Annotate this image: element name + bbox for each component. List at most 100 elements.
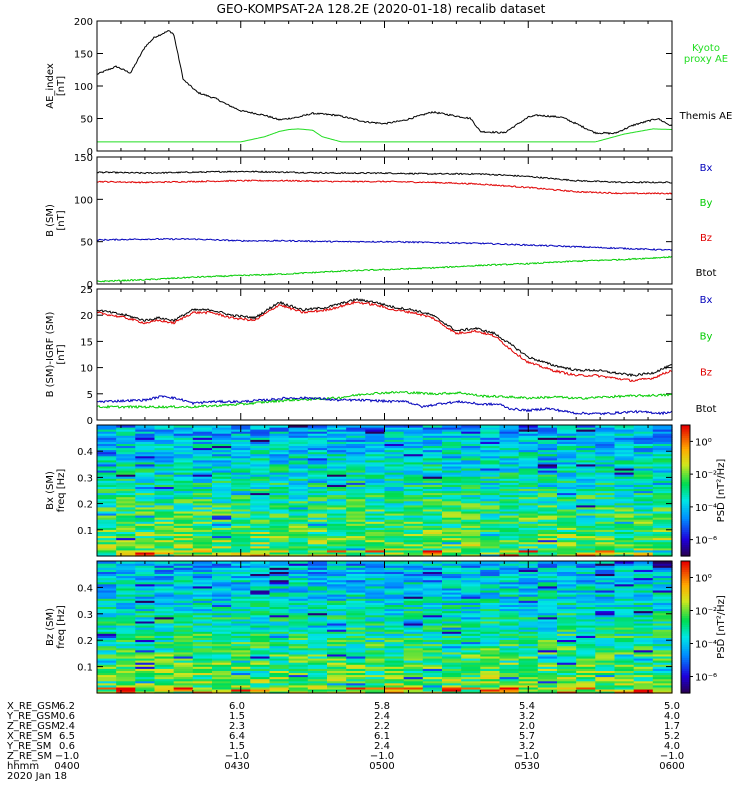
ephem-value: 2.4 xyxy=(59,721,75,732)
spectrogram-cell xyxy=(422,492,443,496)
spectrogram-cell xyxy=(633,543,654,547)
spectrogram-cell xyxy=(250,547,271,551)
spectrogram-cell xyxy=(346,453,366,457)
spectrogram-cell xyxy=(97,439,117,442)
spectrogram-cell xyxy=(384,639,405,643)
spectrogram-cell xyxy=(595,653,616,657)
spectrogram-cell xyxy=(212,600,232,603)
spectrogram-cell xyxy=(652,474,673,477)
spectrogram-cell xyxy=(384,506,405,510)
spectrogram-cell xyxy=(652,506,673,510)
spectrogram-cell xyxy=(135,531,156,534)
spectrogram-cell xyxy=(307,600,328,603)
spectrogram-cell xyxy=(192,657,213,661)
spectrogram-cell xyxy=(154,506,175,510)
spectrogram-cell xyxy=(288,449,309,453)
spectrogram-cell xyxy=(288,670,309,673)
spectrogram-cell xyxy=(442,633,462,636)
spectrogram-cell xyxy=(422,581,443,585)
spectrogram-cell xyxy=(403,606,424,610)
spectrogram-cell xyxy=(537,647,558,651)
spectrogram-cell xyxy=(480,635,501,638)
spectrogram-cell xyxy=(518,569,539,572)
spectrogram-cell xyxy=(212,504,232,508)
spectrogram-cell xyxy=(422,429,443,432)
spectrogram-cell xyxy=(365,635,386,638)
spectrogram-cell xyxy=(442,472,462,475)
spectrogram-cell xyxy=(250,670,271,673)
spectrogram-cell xyxy=(116,427,136,430)
spectrogram-cell xyxy=(231,622,251,626)
spectrogram-cell xyxy=(365,541,386,545)
spectrogram-cell xyxy=(499,610,520,614)
spectrogram-cell xyxy=(403,655,424,659)
spectrogram-cell xyxy=(154,598,175,601)
spectrogram-cell xyxy=(135,453,156,457)
spectrogram-cell xyxy=(154,688,175,692)
spectrogram-cell xyxy=(116,579,136,583)
spectrogram-cell xyxy=(480,463,501,467)
spectrogram-cell xyxy=(135,504,156,508)
spectrogram-cell xyxy=(154,433,175,436)
colorbar-segment xyxy=(681,532,690,535)
spectrogram-cell xyxy=(537,527,558,530)
spectrogram-cell xyxy=(116,575,136,579)
spectrogram-cell xyxy=(135,585,156,589)
spectrogram-cell xyxy=(231,678,251,682)
spectrogram-cell xyxy=(346,535,366,539)
spectrogram-cell xyxy=(403,573,424,577)
spectrogram-cell xyxy=(595,431,616,434)
spectrogram-cell xyxy=(499,581,520,585)
ephem-value: 0.6 xyxy=(59,711,75,722)
spectrogram-cell xyxy=(327,484,347,487)
spectrogram-cell xyxy=(576,533,596,537)
spectrogram-cell xyxy=(97,631,117,634)
spectrogram-cell xyxy=(518,664,539,667)
colorbar-segment xyxy=(681,444,690,448)
spectrogram-cell xyxy=(461,620,481,624)
spectrogram-cell xyxy=(97,666,117,669)
spectrogram-cell xyxy=(135,647,156,651)
spectrogram-cell xyxy=(116,577,136,581)
spectrogram-cell xyxy=(116,641,136,645)
spectrogram-cell xyxy=(365,581,386,585)
spectrogram-cell xyxy=(384,651,405,655)
colorbar-segment xyxy=(681,497,690,500)
ephem-value: 0600 xyxy=(659,761,684,772)
spectrogram-cell xyxy=(614,533,635,537)
spectrogram-cell xyxy=(288,583,309,587)
spectrogram-cell xyxy=(346,492,366,496)
spectrogram-cell xyxy=(422,629,443,632)
spectrogram-cell xyxy=(269,614,290,618)
spectrogram-cell xyxy=(652,551,673,555)
spectrogram-cell xyxy=(422,653,443,657)
legend-entry: Bz xyxy=(700,233,712,244)
spectrogram-cell xyxy=(384,684,405,688)
spectrogram-cell xyxy=(576,682,596,686)
spectrogram-cell xyxy=(614,587,635,591)
spectrogram-cell xyxy=(537,502,558,506)
spectrogram-cell xyxy=(212,470,232,473)
spectrogram-cell xyxy=(269,639,290,643)
spectrogram-cell xyxy=(212,441,232,444)
spectrogram-cell xyxy=(557,457,577,461)
spectrogram-cell xyxy=(212,433,232,436)
spectrogram-cell xyxy=(192,676,213,680)
spectrogram-cell xyxy=(250,435,271,438)
spectrogram-cell xyxy=(537,445,558,449)
spectrogram-cell xyxy=(652,508,673,512)
spectrogram-cell xyxy=(595,427,616,430)
spectrogram-cell xyxy=(384,614,405,618)
spectrogram-cell xyxy=(212,565,232,568)
spectrogram-cell xyxy=(384,662,405,665)
spectrogram-cell xyxy=(212,498,232,502)
spectrogram-cell xyxy=(422,472,443,475)
spectrogram-cell xyxy=(499,486,520,489)
spectrogram-cell xyxy=(116,563,136,566)
spectrogram-cell xyxy=(576,606,596,610)
spectrogram-cell xyxy=(652,573,673,577)
spectrogram-cell xyxy=(403,614,424,618)
spectrogram-cell xyxy=(499,457,520,461)
spectrogram-cell xyxy=(327,660,347,663)
spectrogram-cell xyxy=(269,587,290,591)
